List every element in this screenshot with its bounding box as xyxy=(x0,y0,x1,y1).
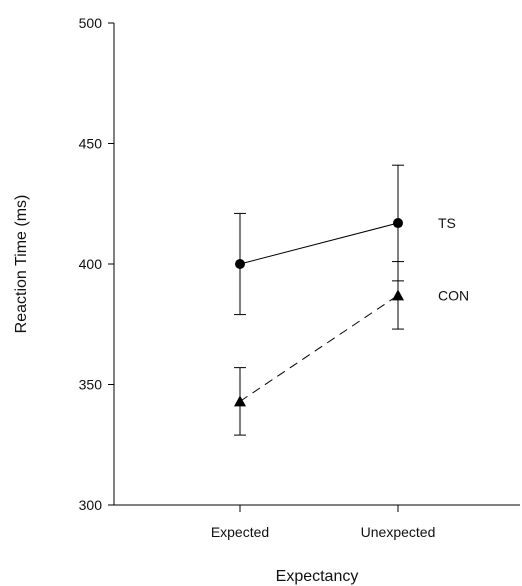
axes xyxy=(113,23,520,506)
y-tick-label: 450 xyxy=(79,136,103,152)
x-tick-label: Expected xyxy=(211,524,269,540)
y-axis-title: Reaction Time (ms) xyxy=(13,195,30,334)
y-tick-label: 300 xyxy=(79,497,103,513)
y-tick-label: 400 xyxy=(79,256,103,272)
y-tick-label: 500 xyxy=(79,15,103,31)
series-line xyxy=(239,222,399,265)
series-label: CON xyxy=(438,287,469,303)
series-line xyxy=(239,294,399,402)
x-axis-title: Expectancy xyxy=(276,568,359,585)
y-ticks: 300 350 400 450 500 xyxy=(79,15,114,513)
series-layer: TS CON xyxy=(234,164,469,436)
series-ts: TS xyxy=(234,164,456,316)
x-ticks: Expected Unexpected xyxy=(211,505,436,540)
data-point-triangle xyxy=(234,395,246,407)
data-point-circle xyxy=(393,218,403,229)
series-con: CON xyxy=(234,261,469,436)
data-point-triangle xyxy=(392,289,404,301)
data-point-circle xyxy=(235,259,245,269)
y-tick-label: 350 xyxy=(79,377,103,393)
x-tick-label: Unexpected xyxy=(361,524,436,540)
series-label: TS xyxy=(438,215,456,231)
